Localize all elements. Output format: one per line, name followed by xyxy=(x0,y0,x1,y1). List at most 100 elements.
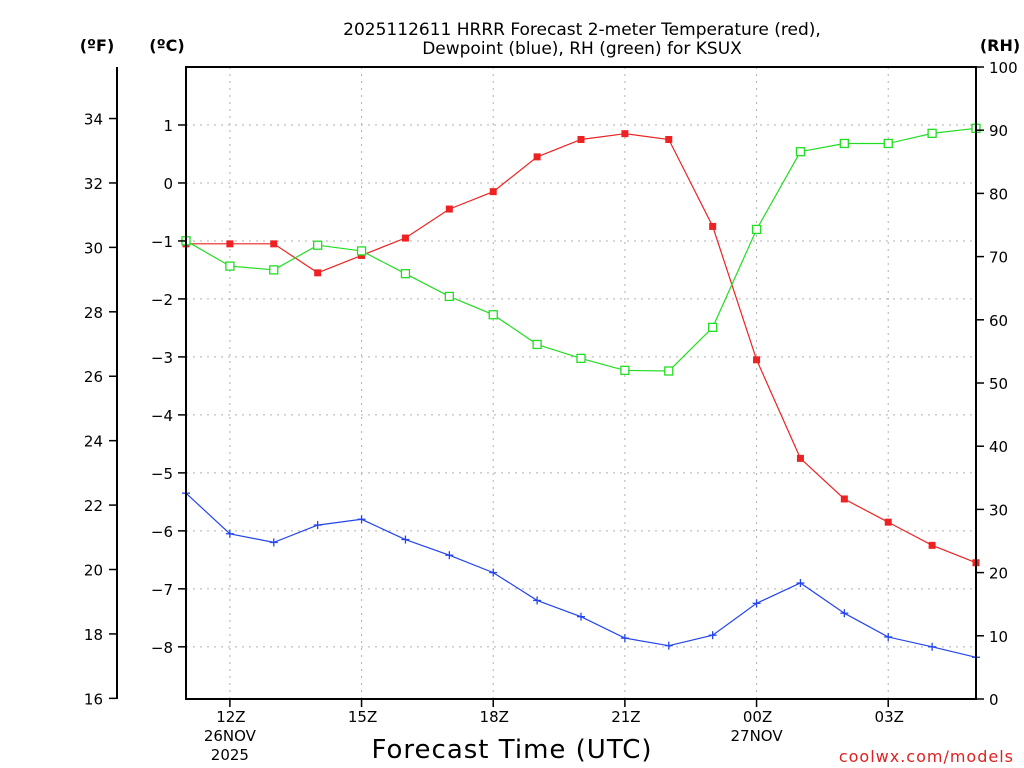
dewpoint-line xyxy=(185,492,977,658)
rh-tick-label: 80 xyxy=(989,185,1008,203)
temperature-point xyxy=(928,541,936,549)
dewpoint-point xyxy=(533,596,542,605)
temperature-point xyxy=(401,234,409,242)
rh-point xyxy=(883,138,893,149)
series-layer xyxy=(181,123,981,662)
dewpoint-point xyxy=(708,631,717,640)
dewpoint-point xyxy=(489,568,498,577)
rh-tick-label: 50 xyxy=(989,375,1008,393)
rh-point xyxy=(839,138,849,149)
temperature-point xyxy=(709,222,717,230)
credit-text: coolwx.com/models xyxy=(839,747,1014,766)
celsius-tick-label: 0 xyxy=(163,175,173,193)
rh-tick-label: 30 xyxy=(989,501,1008,519)
x-axis-title: Forecast Time (UTC) xyxy=(371,735,652,765)
celsius-tick-label: −7 xyxy=(151,581,173,599)
x-tick-label: 12Z xyxy=(216,708,245,726)
fahrenheit-tick-label: 32 xyxy=(84,175,103,193)
rh-point xyxy=(269,265,279,275)
x-tick-year: 2025 xyxy=(211,746,249,764)
temperature-point xyxy=(226,240,234,248)
rh-tick-label: 10 xyxy=(989,628,1008,646)
rh-point xyxy=(225,261,235,271)
celsius-tick-label: −1 xyxy=(151,233,173,251)
x-tick-label: 03Z xyxy=(875,708,904,726)
x-tick-label: 00Z xyxy=(743,708,772,726)
dewpoint-point xyxy=(225,529,234,538)
x-tick-date: 26NOV xyxy=(204,727,257,745)
celsius-tick-label: 1 xyxy=(163,117,173,135)
dewpoint-point xyxy=(664,641,673,650)
celsius-tick-label: −6 xyxy=(151,523,173,541)
temperature-point xyxy=(445,205,453,213)
dewpoint-point xyxy=(313,521,322,530)
celsius-tick-label: −3 xyxy=(151,349,173,367)
dewpoint-point xyxy=(445,551,454,560)
rh-tick-label: 40 xyxy=(989,438,1008,456)
temperature-point xyxy=(753,356,761,364)
plot-frame xyxy=(185,66,977,700)
dewpoint-point xyxy=(577,612,585,621)
temperature-point xyxy=(533,153,541,161)
temperature-point xyxy=(665,135,673,143)
rh-line xyxy=(185,127,977,372)
rh-point xyxy=(576,353,586,364)
grid-lines xyxy=(186,67,976,699)
dewpoint-point xyxy=(269,538,278,547)
rh-point xyxy=(356,246,367,256)
rh-point xyxy=(313,240,323,250)
x-tick-label: 15Z xyxy=(348,708,377,726)
rh-tick-label: 90 xyxy=(989,122,1008,140)
dewpoint-point xyxy=(620,634,629,643)
rh-point xyxy=(708,322,718,333)
dewpoint-point xyxy=(796,579,805,588)
x-tick-label: 18Z xyxy=(480,708,509,726)
rh-point xyxy=(664,366,674,376)
fahrenheit-tick-label: 26 xyxy=(84,368,103,386)
temperature-point xyxy=(270,240,278,248)
dewpoint-point xyxy=(357,515,366,524)
celsius-unit-label: (ºC) xyxy=(149,36,184,55)
temperature-point xyxy=(489,188,497,196)
celsius-tick-label: −2 xyxy=(151,291,173,309)
fahrenheit-tick-label: 24 xyxy=(84,433,103,451)
x-tick-date: 27NOV xyxy=(730,727,783,745)
dewpoint-point xyxy=(928,642,937,651)
temperature-point xyxy=(796,454,804,462)
rh-tick-label: 20 xyxy=(989,565,1008,583)
chart-title-line-2: Dewpoint (blue), RH (green) for KSUX xyxy=(422,39,742,59)
fahrenheit-tick-label: 34 xyxy=(84,111,103,129)
rh-tick-label: 70 xyxy=(989,249,1008,267)
chart-title-line-1: 2025112611 HRRR Forecast 2-meter Tempera… xyxy=(343,20,821,40)
dewpoint-point xyxy=(752,599,761,608)
rh-unit-label: (RH) xyxy=(980,36,1020,55)
temperature-point xyxy=(884,518,892,526)
dewpoint-point xyxy=(884,632,893,641)
fahrenheit-tick-label: 28 xyxy=(84,304,103,322)
temperature-line xyxy=(186,133,977,564)
rh-tick-label: 100 xyxy=(989,59,1018,77)
fahrenheit-tick-label: 30 xyxy=(84,239,103,257)
rh-point xyxy=(927,128,937,139)
rh-point xyxy=(444,291,454,302)
temperature-point xyxy=(621,130,629,138)
rh-point xyxy=(400,269,411,279)
fahrenheit-tick-label: 22 xyxy=(84,497,103,515)
dewpoint-point xyxy=(401,535,410,544)
fahrenheit-tick-label: 18 xyxy=(84,626,103,644)
temperature-point xyxy=(577,135,585,143)
celsius-tick-label: −8 xyxy=(151,639,173,657)
x-tick-label: 21Z xyxy=(611,708,640,726)
temperature-point xyxy=(314,269,322,277)
rh-point xyxy=(488,310,498,320)
celsius-tick-label: −4 xyxy=(151,407,173,425)
rh-point xyxy=(620,365,630,376)
temperature-point xyxy=(840,495,848,503)
fahrenheit-tick-label: 16 xyxy=(84,690,103,708)
rh-tick-label: 0 xyxy=(989,691,999,709)
fahrenheit-tick-label: 20 xyxy=(84,562,103,580)
rh-point xyxy=(532,339,542,350)
rh-tick-label: 60 xyxy=(989,312,1008,330)
